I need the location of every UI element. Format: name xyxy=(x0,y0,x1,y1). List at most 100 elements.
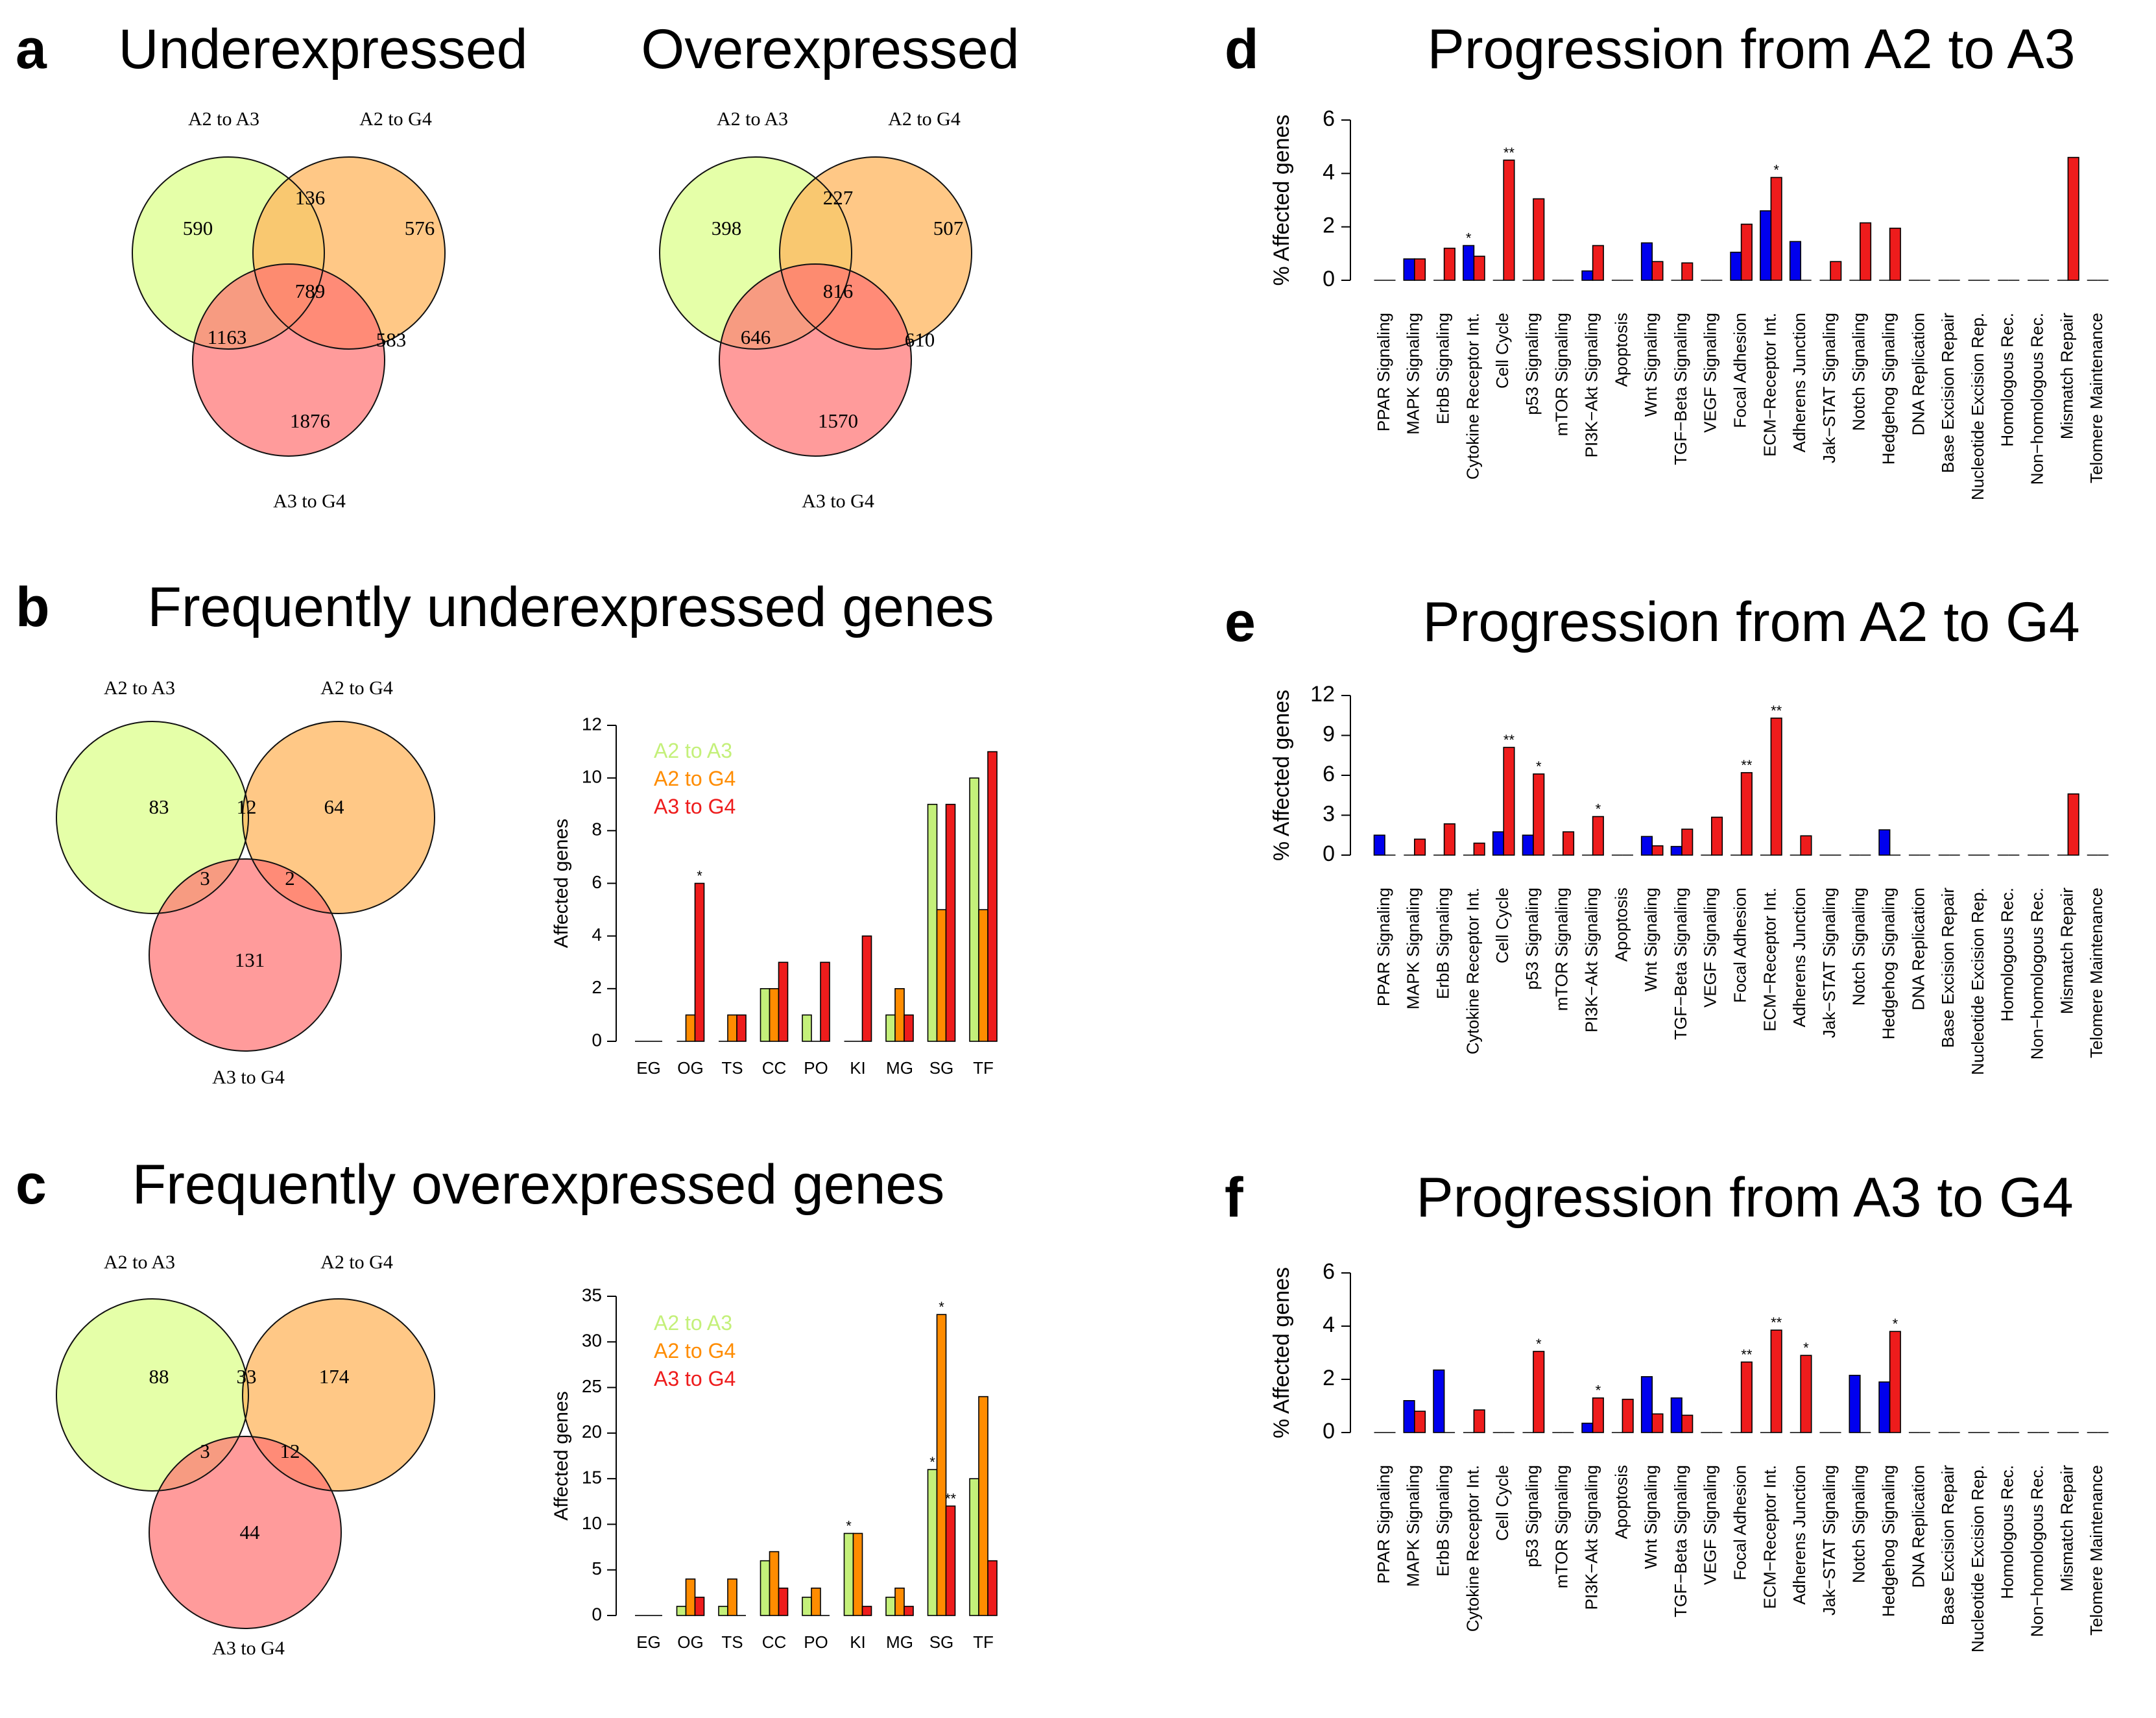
bar-PO-A2-to-A3 xyxy=(802,1014,812,1042)
venn-count-c_only: 1570 xyxy=(818,409,858,432)
y-tick-label: 4 xyxy=(1323,1313,1335,1337)
legend-entry-0: A2 to A3 xyxy=(654,739,732,762)
bar-PO-A2-to-A3 xyxy=(802,1597,812,1616)
significance-star: * xyxy=(1536,1336,1542,1352)
venn-circle-a2a3-fill xyxy=(56,721,248,913)
x-tick-label-pathway: Wnt Signaling xyxy=(1641,1465,1660,1569)
bar-MG-A2-to-A3 xyxy=(885,1597,896,1616)
bar-TF-A2-to-G4 xyxy=(978,1396,988,1616)
venn-count-ac: 1163 xyxy=(208,326,247,348)
bar-MG-A3-to-G4 xyxy=(904,1014,914,1042)
venn-circle-outline-0 xyxy=(132,156,325,350)
x-tick-label-pathway: DNA Replication xyxy=(1908,888,1928,1010)
venn-circle-outline-0 xyxy=(56,721,249,914)
x-tick-label-pathway: Base Excision Repair xyxy=(1938,888,1958,1048)
x-tick-label-pathway: Apoptosis xyxy=(1611,1465,1631,1539)
y-tick-label: 4 xyxy=(592,925,602,945)
x-tick-label-OG: OG xyxy=(677,1058,703,1078)
bar-pathway-10-blue xyxy=(1670,1397,1683,1433)
x-tick-label-pathway: Adherens Junction xyxy=(1790,313,1809,452)
venn-count-a_only: 83 xyxy=(149,795,169,818)
significance-star: ** xyxy=(1503,145,1515,161)
x-tick-label-pathway: Homologous Rec. xyxy=(1998,313,2017,447)
bar-MG-A2-to-G4 xyxy=(894,1588,905,1616)
bar-pathway-15-red xyxy=(1830,261,1842,281)
x-tick-label-pathway: Non−homologous Rec. xyxy=(2027,1465,2046,1637)
bar-TF-A2-to-G4 xyxy=(978,909,988,1042)
x-tick-label-pathway: DNA Replication xyxy=(1908,1465,1928,1588)
x-tick-label-pathway: Notch Signaling xyxy=(1849,888,1869,1006)
x-tick-label-TS: TS xyxy=(721,1632,743,1652)
y-tick-label: 2 xyxy=(1323,213,1335,238)
bar-TF-A3-to-G4 xyxy=(987,751,998,1042)
significance-star: * xyxy=(1596,801,1601,817)
venn-set-label-1: A2 to G4 xyxy=(888,108,961,130)
venn-circle-outline-1 xyxy=(252,156,446,350)
bar-pathway-9-red xyxy=(1651,845,1664,856)
x-tick-label-pathway: Hedgehog Signaling xyxy=(1878,1465,1898,1617)
x-tick-label-pathway: ECM−Receptor Int. xyxy=(1760,1465,1779,1609)
y-tick-label: 35 xyxy=(582,1285,602,1305)
bar-pathway-4-red xyxy=(1503,747,1515,856)
pathway-chart-e_bar: 0 3 6 9 12 % Affected genes PPAR Signaling MAPK… xyxy=(1225,591,2109,1075)
x-tick-label-pathway: Cytokine Receptor Int. xyxy=(1463,313,1482,479)
significance-star: * xyxy=(939,1299,944,1315)
y-tick-label: 2 xyxy=(592,977,602,997)
y-tick-label: 6 xyxy=(1323,762,1335,786)
y-tick-label: 0 xyxy=(1323,267,1335,291)
panel-letter-f: f xyxy=(1225,1167,1243,1229)
bar-pathway-5-red xyxy=(1533,1351,1545,1433)
x-tick-label-EG: EG xyxy=(636,1632,661,1652)
x-tick-label-pathway: Focal Adhesion xyxy=(1730,313,1749,428)
x-tick-label-MG: MG xyxy=(886,1632,913,1652)
bar-pathway-14-blue xyxy=(1789,241,1801,281)
x-tick-label-pathway: MAPK Signaling xyxy=(1404,888,1423,1010)
x-tick-label-pathway: Homologous Rec. xyxy=(1998,1465,2017,1599)
venn-set-label-0: A2 to A3 xyxy=(104,1252,175,1273)
x-tick-label-pathway: Adherens Junction xyxy=(1790,888,1809,1027)
x-tick-label-pathway: Nucleotide Excision Rep. xyxy=(1968,313,1987,500)
bar-pathway-12-red xyxy=(1740,223,1753,281)
venn-count-ab: 227 xyxy=(823,186,854,209)
significance-star: * xyxy=(929,1454,935,1470)
x-tick-label-pathway: Non−homologous Rec. xyxy=(2027,888,2046,1059)
x-tick-label-SG: SG xyxy=(929,1632,954,1652)
venn-set-label-2: A3 to G4 xyxy=(802,490,874,512)
y-tick-label: 6 xyxy=(592,872,602,892)
bar-pathway-7-red xyxy=(1592,1397,1604,1433)
x-tick-label-pathway: Base Excision Repair xyxy=(1938,1465,1958,1625)
bar-CC-A2-to-G4 xyxy=(769,1551,780,1616)
venn-count-ab: 33 xyxy=(237,1365,257,1388)
bar-chart-b_bar: 0 2 4 6 8 10 12 Affected genes EG OG TS CC PO KI MG SG T… xyxy=(551,714,998,1078)
venn-a_over: 398 507 1570 227 646 610 816 A2 to A3 A2 to G4 A3… xyxy=(641,18,1019,512)
venn-circle-outline-1 xyxy=(242,1298,435,1492)
bar-pathway-9-blue xyxy=(1640,1376,1653,1433)
bar-TF-A2-to-A3 xyxy=(969,1478,979,1616)
bar-pathway-13-red xyxy=(1770,718,1782,856)
x-tick-label-CC: CC xyxy=(762,1632,787,1652)
venn-set-label-0: A2 to A3 xyxy=(188,108,259,130)
bar-OG-A3-to-G4 xyxy=(694,882,705,1042)
bar-pathway-0-blue xyxy=(1373,834,1385,856)
venn-count-a_only: 88 xyxy=(149,1365,169,1388)
bar-pathway-13-red xyxy=(1770,1329,1782,1433)
legend-entry-2: A3 to G4 xyxy=(654,795,736,818)
x-tick-label-pathway: ErbB Signaling xyxy=(1433,888,1452,999)
x-tick-label-pathway: MAPK Signaling xyxy=(1404,1465,1423,1587)
significance-star: ** xyxy=(1771,1314,1782,1331)
venn-count-c_only: 44 xyxy=(240,1521,261,1543)
bar-PO-A2-to-G4 xyxy=(811,1588,821,1616)
x-tick-label-pathway: p53 Signaling xyxy=(1522,1465,1542,1567)
bar-pathway-12-red xyxy=(1740,772,1753,856)
venn-count-ab: 136 xyxy=(295,186,326,209)
x-tick-label-pathway: Focal Adhesion xyxy=(1730,888,1749,1003)
y-tick-label: 30 xyxy=(582,1331,602,1351)
y-tick-label: 4 xyxy=(1323,160,1335,184)
venn-count-ab: 12 xyxy=(237,795,257,818)
x-tick-label-pathway: PI3K−Akt Signaling xyxy=(1581,888,1601,1032)
bar-SG-A3-to-G4 xyxy=(945,1505,956,1616)
venn-set-label-2: A3 to G4 xyxy=(212,1067,285,1088)
bar-PO-A3-to-G4 xyxy=(820,962,830,1042)
y-axis-label: Affected genes xyxy=(551,819,572,949)
